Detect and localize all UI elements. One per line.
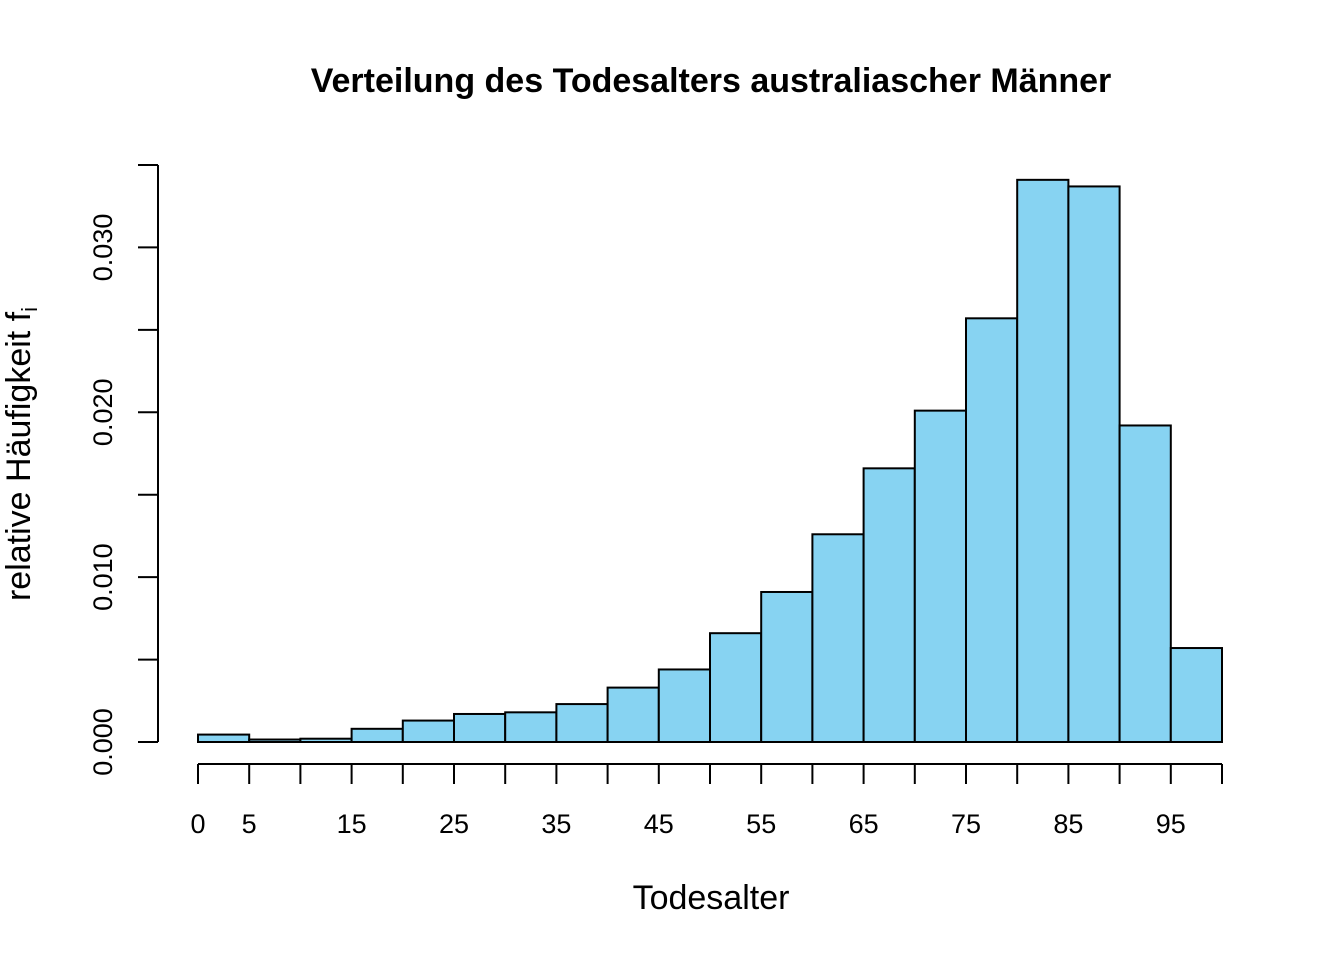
bar-70-75: [913, 409, 967, 743]
bar-50-55: [709, 632, 763, 743]
bars-group: [197, 178, 1224, 744]
y-tick-label-0.030: 0.030: [88, 214, 118, 282]
y-axis: 0.000 0.010 0.020 0.030: [88, 164, 159, 776]
bar-45-50: [657, 668, 711, 743]
x-axis-label: Todesalter: [633, 879, 790, 917]
bar-25-30: [453, 712, 507, 744]
bar-95-100: [1169, 647, 1224, 744]
x-tick-label-35: 35: [541, 809, 571, 839]
y-tick-label-0.000: 0.000: [88, 708, 118, 776]
bar-80-85: [1016, 178, 1070, 743]
x-tick-label-15: 15: [337, 809, 367, 839]
y-tick-label-0.020: 0.020: [88, 378, 118, 446]
x-tick-label-5: 5: [242, 809, 257, 839]
bar-60-65: [811, 533, 865, 744]
chart-title: Verteilung des Todesalters australiasche…: [311, 62, 1112, 100]
bar-20-25: [401, 719, 455, 743]
x-tick-label-95: 95: [1156, 809, 1186, 839]
bar-85-90: [1067, 185, 1121, 743]
x-tick-label-25: 25: [439, 809, 469, 839]
y-axis-label: relative Häufigkeit fi: [0, 307, 42, 601]
bar-35-40: [555, 703, 609, 744]
bar-90-95: [1118, 424, 1172, 743]
bar-10-15: [299, 737, 353, 744]
bar-65-70: [862, 467, 916, 743]
bar-40-45: [606, 686, 660, 744]
y-axis-label-subscript: i: [17, 307, 42, 312]
bar-75-80: [965, 317, 1019, 743]
x-axis: 0 5 15 25 35 45 55 65 75 85 95: [190, 763, 1223, 839]
bar-30-35: [504, 711, 558, 744]
y-axis-label-text: relative Häufigkeit f: [0, 311, 38, 601]
bar-0-5: [197, 733, 251, 743]
x-tick-label-0: 0: [190, 809, 205, 839]
x-tick-label-55: 55: [746, 809, 776, 839]
x-tick-label-85: 85: [1053, 809, 1083, 839]
bar-15-20: [350, 727, 404, 743]
x-tick-label-75: 75: [951, 809, 981, 839]
y-tick-label-0.010: 0.010: [88, 543, 118, 611]
x-tick-label-65: 65: [849, 809, 879, 839]
bar-5-10: [248, 738, 302, 744]
x-tick-label-45: 45: [644, 809, 674, 839]
bar-55-60: [760, 590, 814, 743]
